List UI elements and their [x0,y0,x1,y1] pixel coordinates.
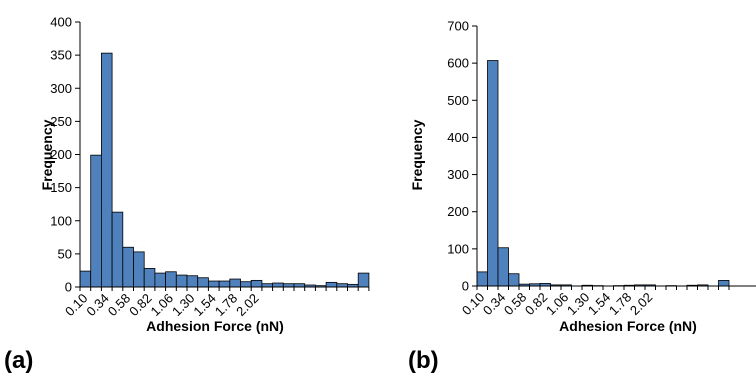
x-tick-label: 2.02 [233,291,262,320]
y-tick-label: 700 [447,19,469,34]
y-tick-label: 400 [50,15,72,30]
histogram-bar [154,272,166,288]
y-tick-label: 200 [447,204,469,219]
y-tick-label: 300 [50,81,72,96]
histogram-bar [186,275,199,288]
histogram-bar [218,280,231,288]
y-tick-label: 500 [447,93,469,108]
y-tick-label: 400 [447,130,469,145]
x-axis-title: Adhesion Force (nN) [146,318,284,334]
histogram-bar [111,211,124,288]
panel-label: (b) [408,347,439,374]
y-tick-label: 100 [447,241,469,256]
histogram-bar [497,247,509,287]
histogram-bar [133,251,145,288]
histogram-bar [718,280,730,287]
histogram-bar [79,270,92,288]
y-tick-label: 0 [462,279,469,294]
y-axis-title: Frequency [409,119,425,190]
histogram-bar [101,52,113,288]
histogram-bar [207,280,220,288]
histogram-bar [165,271,177,288]
histogram-bar [357,272,370,288]
y-tick-label: 100 [50,213,72,228]
y-tick-label: 600 [447,56,469,71]
y-tick-label: 350 [50,48,72,63]
histogram-bar [508,273,520,287]
y-tick-label: 150 [50,180,72,195]
x-axis-title: Adhesion Force (nN) [559,318,697,334]
histogram-bar [250,279,263,288]
histogram-bar [476,271,488,287]
histogram-bar [143,268,156,288]
histogram-bar [197,277,209,288]
histogram-bar [122,246,134,288]
histogram-bar [240,281,252,288]
y-axis-title: Frequency [39,119,55,190]
panel-label: (a) [4,347,33,374]
y-tick-label: 250 [50,114,72,129]
histogram-panel-a: 0501001502002503003504000.100.340.580.82… [4,15,370,374]
histogram-bar [175,274,188,288]
histogram-bar [272,282,284,288]
histogram-panel-b: 01002003004005006007000.100.340.580.821.… [408,19,756,374]
y-tick-label: 200 [50,147,72,162]
histogram-bar [325,281,338,288]
histogram-bar [229,278,241,288]
y-tick-label: 300 [447,167,469,182]
x-tick-label: 2.02 [627,290,656,319]
histogram-bar [487,60,499,287]
y-tick-label: 0 [65,280,72,295]
histogram-bar [90,154,102,288]
y-tick-label: 50 [58,246,72,261]
